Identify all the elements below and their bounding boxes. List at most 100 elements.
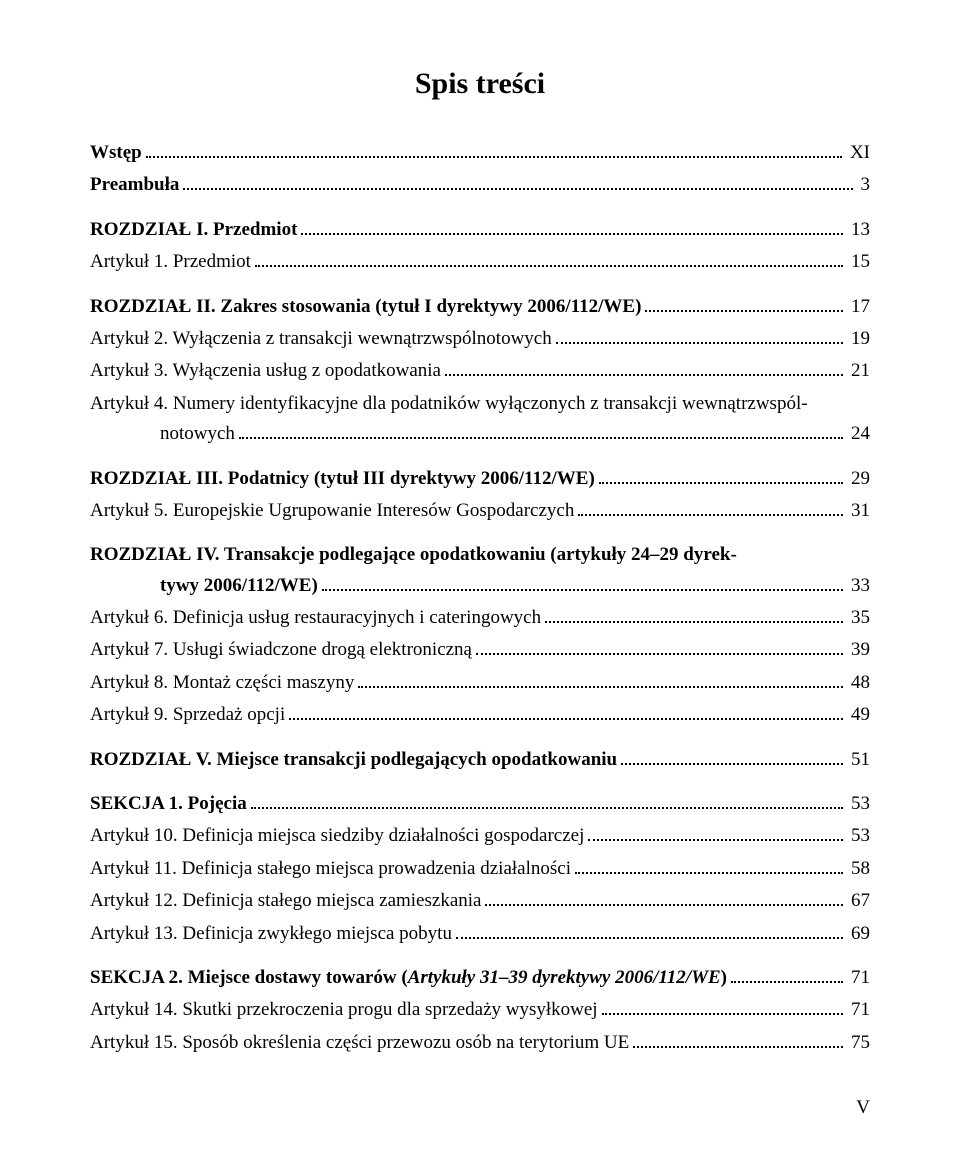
toc-page-number: 33 [847,571,870,601]
toc-label: Artykuł 11. Definicja stałego miejsca pr… [90,854,571,884]
toc-page-number: 19 [847,324,870,354]
toc-leader-dots [545,604,843,623]
toc-page-number: 69 [847,919,870,949]
toc-label: Artykuł 10. Definicja miejsca siedziby d… [90,821,584,851]
toc-page-number: 75 [847,1028,870,1058]
toc-entry: Artykuł 9. Sprzedaż opcji 49 [90,700,870,730]
toc-leader-dots [251,790,843,809]
toc-page-number: 24 [847,419,870,449]
toc-label: SEKCJA 1. Pojęcia [90,789,247,819]
toc-label: Artykuł 3. Wyłączenia usług z opodatkowa… [90,356,441,386]
toc-entry: ROZDZIAŁ I. Przedmiot 13 [90,215,870,245]
toc-entry: Artykuł 12. Definicja stałego miejsca za… [90,886,870,916]
toc-page-number: 21 [847,356,870,386]
toc-leader-dots [602,996,843,1015]
toc-page-number: 71 [847,963,870,993]
toc-label: tywy 2006/112/WE) [90,571,318,601]
toc-entry: Artykuł 11. Definicja stałego miejsca pr… [90,854,870,884]
toc-leader-dots [445,357,843,376]
toc-label: ROZDZIAŁ II. Zakres stosowania (tytuł I … [90,292,641,322]
toc-entry: ROZDZIAŁ V. Miejsce transakcji podlegają… [90,745,870,775]
toc-entry-line1: Artykuł 4. Numery identyfikacyjne dla po… [90,389,870,419]
toc-label: ROZDZIAŁ I. Przedmiot [90,215,297,245]
toc-entry: Artykuł 8. Montaż części maszyny 48 [90,668,870,698]
toc-entry: Artykuł 2. Wyłączenia z transakcji wewną… [90,324,870,354]
toc-label: Artykuł 2. Wyłączenia z transakcji wewną… [90,324,552,354]
toc-leader-dots [255,248,843,267]
toc-label: Artykuł 7. Usługi świadczone drogą elekt… [90,635,472,665]
toc-leader-dots [239,420,843,439]
toc-entry: SEKCJA 1. Pojęcia 53 [90,789,870,819]
toc-label: Artykuł 6. Definicja usług restauracyjny… [90,603,541,633]
toc-page-number: XI [846,138,870,168]
toc-leader-dots [575,855,843,874]
toc-entry: Artykuł 15. Sposób określenia części prz… [90,1028,870,1058]
toc-leader-dots [599,464,843,483]
toc-leader-dots [621,746,843,765]
page-title: Spis treści [90,60,870,108]
toc-leader-dots [633,1029,843,1048]
toc-label: Artykuł 9. Sprzedaż opcji [90,700,285,730]
toc-entry-line2: tywy 2006/112/WE) 33 [90,571,870,601]
toc-leader-dots [358,669,843,688]
toc-leader-dots [588,822,843,841]
toc-page-number: 29 [847,464,870,494]
toc-label: Artykuł 1. Przedmiot [90,247,251,277]
toc-label: Artykuł 12. Definicja stałego miejsca za… [90,886,481,916]
toc-page-number: 48 [847,668,870,698]
toc-entry-line1: ROZDZIAŁ IV. Transakcje podlegające opod… [90,540,870,570]
page-footer: V [90,1093,870,1123]
toc-page-number: 67 [847,886,870,916]
toc-entry: Artykuł 7. Usługi świadczone drogą elekt… [90,635,870,665]
toc-entry: Artykuł 6. Definicja usług restauracyjny… [90,603,870,633]
toc-page-number: 39 [847,635,870,665]
toc-page-number: 71 [847,995,870,1025]
toc-leader-dots [731,964,843,983]
toc-label: notowych [90,419,235,449]
toc-leader-dots [456,920,843,939]
toc-entry: Artykuł 4. Numery identyfikacyjne dla po… [90,389,870,450]
toc-page-number: 15 [847,247,870,277]
toc-entry: Wstęp XI [90,138,870,168]
toc-page-number: 51 [847,745,870,775]
toc-label: Artykuł 13. Definicja zwykłego miejsca p… [90,919,452,949]
toc-page-number: 53 [847,789,870,819]
toc-label: Preambuła [90,170,179,200]
toc-label: ROZDZIAŁ V. Miejsce transakcji podlegają… [90,745,617,775]
toc-page-number: 13 [847,215,870,245]
toc-entry: Preambuła 3 [90,170,870,200]
toc-page-number: 35 [847,603,870,633]
toc-page-number: 17 [847,292,870,322]
toc-label: Artykuł 5. Europejskie Ugrupowanie Inter… [90,496,574,526]
toc-page-number: 58 [847,854,870,884]
toc-leader-dots [301,216,843,235]
toc-entry: SEKCJA 2. Miejsce dostawy towarów (Artyk… [90,963,870,993]
toc-label: Artykuł 14. Skutki przekroczenia progu d… [90,995,598,1025]
toc-container: Wstęp XI Preambuła 3 ROZDZIAŁ I. Przedmiot 13… [90,138,870,1058]
toc-leader-dots [289,701,843,720]
toc-entry: Artykuł 14. Skutki przekroczenia progu d… [90,995,870,1025]
toc-page-number: 3 [857,170,871,200]
toc-label: ROZDZIAŁ III. Podatnicy (tytuł III dyrek… [90,464,595,494]
toc-label: SEKCJA 2. Miejsce dostawy towarów (Artyk… [90,963,727,993]
toc-entry: Artykuł 10. Definicja miejsca siedziby d… [90,821,870,851]
toc-leader-dots [556,325,843,344]
toc-label: Artykuł 8. Montaż części maszyny [90,668,354,698]
toc-entry: Artykuł 1. Przedmiot 15 [90,247,870,277]
toc-entry: Artykuł 13. Definicja zwykłego miejsca p… [90,919,870,949]
toc-leader-dots [485,887,843,906]
toc-leader-dots [183,171,852,190]
toc-leader-dots [578,497,843,516]
toc-label: Artykuł 15. Sposób określenia części prz… [90,1028,629,1058]
toc-entry: Artykuł 5. Europejskie Ugrupowanie Inter… [90,496,870,526]
toc-entry-line2: notowych 24 [90,419,870,449]
toc-label: Wstęp [90,138,142,168]
toc-entry: ROZDZIAŁ III. Podatnicy (tytuł III dyrek… [90,464,870,494]
toc-page-number: 53 [847,821,870,851]
toc-entry: ROZDZIAŁ IV. Transakcje podlegające opod… [90,540,870,601]
toc-leader-dots [146,139,842,158]
toc-leader-dots [476,636,843,655]
toc-leader-dots [645,292,843,311]
toc-page-number: 49 [847,700,870,730]
toc-entry: ROZDZIAŁ II. Zakres stosowania (tytuł I … [90,292,870,322]
